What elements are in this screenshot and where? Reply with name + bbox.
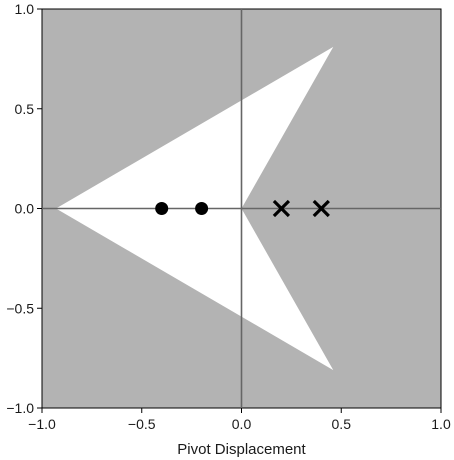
x-tick-label: 0.5 — [332, 416, 352, 432]
y-tick-label: −1.0 — [6, 400, 34, 416]
y-tick-label: 0.0 — [15, 201, 35, 217]
x-tick-label: 0.0 — [232, 416, 252, 432]
x-marker — [312, 199, 330, 218]
circle-marker — [195, 202, 209, 215]
y-tick-label: −0.5 — [6, 300, 34, 316]
y-tick-label: 0.5 — [15, 101, 35, 117]
x-marker — [272, 199, 291, 218]
x-axis-ticks: −1.0 −0.5 0.0 0.5 1.0 — [28, 408, 451, 432]
marker-layer — [155, 199, 330, 218]
x-tick-label: −1.0 — [28, 416, 56, 432]
x-tick-label: 1.0 — [431, 416, 451, 432]
y-tick-label: 1.0 — [15, 1, 35, 17]
y-axis-ticks: −1.0 −0.5 0.0 0.5 1.0 — [6, 1, 42, 416]
x-tick-label: −0.5 — [128, 416, 156, 432]
circle-marker — [155, 202, 169, 215]
x-axis-title: Pivot Displacement — [177, 441, 306, 458]
